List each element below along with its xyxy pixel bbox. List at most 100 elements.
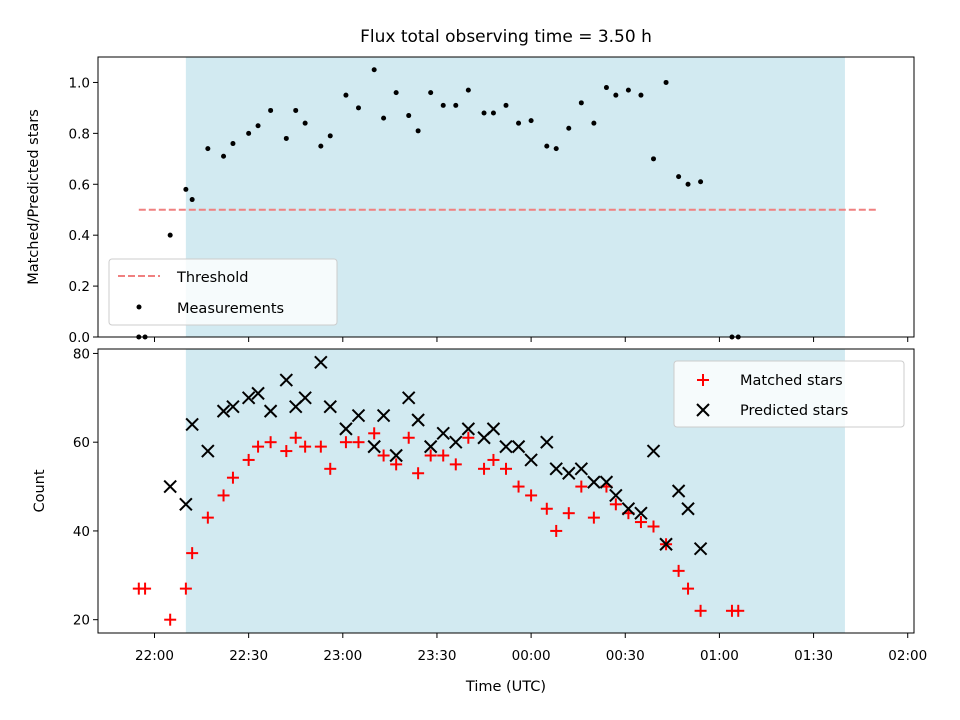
predicted-star-point <box>423 439 438 454</box>
matched-star-point <box>634 516 647 529</box>
matched-star-point <box>179 582 192 595</box>
x-axis-label: Time (UTC) <box>465 679 546 695</box>
predicted-star-stroke <box>524 453 538 467</box>
predicted-star-point <box>461 422 476 436</box>
predicted-star-stroke <box>339 422 353 436</box>
matched-star-point <box>449 458 462 471</box>
predicted-star-point <box>486 422 501 436</box>
measurement-point <box>283 135 289 141</box>
matched-star-point <box>314 440 327 453</box>
predicted-star-point <box>599 475 614 489</box>
predicted-star-stroke <box>599 475 614 489</box>
legend-measurements-swatch <box>136 304 142 310</box>
x-tick-label: 22:00 <box>135 648 174 664</box>
predicted-star-point <box>621 502 636 516</box>
x-tick-label: 00:30 <box>606 648 645 664</box>
bottom-x-ticks: 22:00 22:30 23:00 23:30 00:00 00:30 01:00 01:30… <box>135 633 927 664</box>
predicted-star-stroke <box>461 422 476 436</box>
y-tick-label: 80 <box>73 346 90 362</box>
bottom-y-ticks: 20 40 60 80 <box>73 346 98 629</box>
y-tick-label: 0.0 <box>69 330 90 346</box>
measurement-point <box>685 181 691 187</box>
predicted-star-point <box>241 391 256 405</box>
predicted-star-stroke <box>314 355 328 370</box>
matched-star-point <box>412 467 425 480</box>
x-tick-label: 02:00 <box>888 648 927 664</box>
measurement-point <box>189 197 195 203</box>
measurement-point <box>246 130 252 136</box>
predicted-star-point <box>351 408 366 423</box>
predicted-star-stroke <box>499 439 513 454</box>
predicted-star-stroke <box>201 444 215 458</box>
matched-star-point <box>402 431 415 444</box>
matched-star-point <box>575 480 588 493</box>
matched-star-point <box>339 436 352 449</box>
matched-star-point <box>462 431 475 444</box>
predicted-star-point <box>681 502 695 516</box>
predicted-star-stroke <box>681 502 695 516</box>
predicted-star-stroke <box>402 391 416 405</box>
matched-star-point <box>289 431 302 444</box>
measurement-point <box>230 141 236 147</box>
y-tick-label: 20 <box>73 613 90 629</box>
measurement-point <box>355 105 361 111</box>
matched-star-point <box>424 449 437 462</box>
predicted-star-point <box>314 355 328 370</box>
predicted-star-point <box>524 453 538 467</box>
predicted-star-point <box>339 422 353 436</box>
matched-star-point <box>252 440 265 453</box>
measurement-point <box>221 153 227 159</box>
predicted-star-stroke <box>367 439 381 454</box>
measurement-point <box>591 120 597 126</box>
matched-star-point <box>280 445 293 458</box>
matched-star-point <box>672 564 685 577</box>
predicted-star-stroke <box>693 541 708 556</box>
measurement-point <box>528 118 534 124</box>
predicted-star-stroke <box>646 444 661 458</box>
measurement-point <box>205 146 211 152</box>
matched-star-point <box>324 462 337 475</box>
matched-star-point <box>682 582 695 595</box>
predicted-star-point <box>226 399 240 414</box>
y-tick-label: 0.6 <box>69 177 90 193</box>
matched-star-point <box>299 440 312 453</box>
matched-star-point <box>647 520 660 533</box>
predicted-star-point <box>436 426 450 441</box>
bottom-y-axis-label: Count <box>32 469 48 512</box>
matched-star-point <box>217 489 230 502</box>
measurement-point <box>553 146 559 152</box>
predicted-star-point <box>411 413 425 427</box>
predicted-star-stroke <box>216 404 231 418</box>
matched-star-point <box>186 547 199 560</box>
matched-star-point <box>562 507 575 520</box>
predicted-star-stroke <box>241 391 256 405</box>
y-tick-label: 40 <box>73 524 90 540</box>
top-plot-frame <box>97 56 915 338</box>
measurement-point <box>503 102 509 108</box>
predicted-star-stroke <box>540 435 554 449</box>
predicted-star-stroke <box>562 466 576 480</box>
predicted-star-stroke <box>263 404 278 418</box>
predicted-star-stroke <box>587 475 601 489</box>
matched-star-point <box>550 524 563 537</box>
legend-matched-label: Matched stars <box>740 373 843 389</box>
predicted-star-point <box>376 408 391 423</box>
top-x-ticks <box>153 337 909 342</box>
predicted-star-stroke <box>298 391 312 405</box>
predicted-star-stroke <box>609 488 623 503</box>
measurement-point <box>490 110 496 116</box>
predicted-star-point <box>389 448 403 463</box>
predicted-star-stroke <box>621 502 636 516</box>
predicted-star-stroke <box>323 399 337 414</box>
measurement-point <box>406 113 412 119</box>
measurement-point <box>625 87 631 93</box>
predicted-star-point <box>609 488 623 503</box>
y-tick-label: 0.2 <box>69 279 90 295</box>
measurement-point <box>393 90 399 96</box>
predicted-star-point <box>693 541 708 556</box>
measurement-point <box>603 85 609 91</box>
predicted-star-stroke <box>279 373 294 387</box>
measurement-point <box>167 232 173 238</box>
measurement-point <box>638 92 644 98</box>
predicted-star-point <box>279 373 294 387</box>
